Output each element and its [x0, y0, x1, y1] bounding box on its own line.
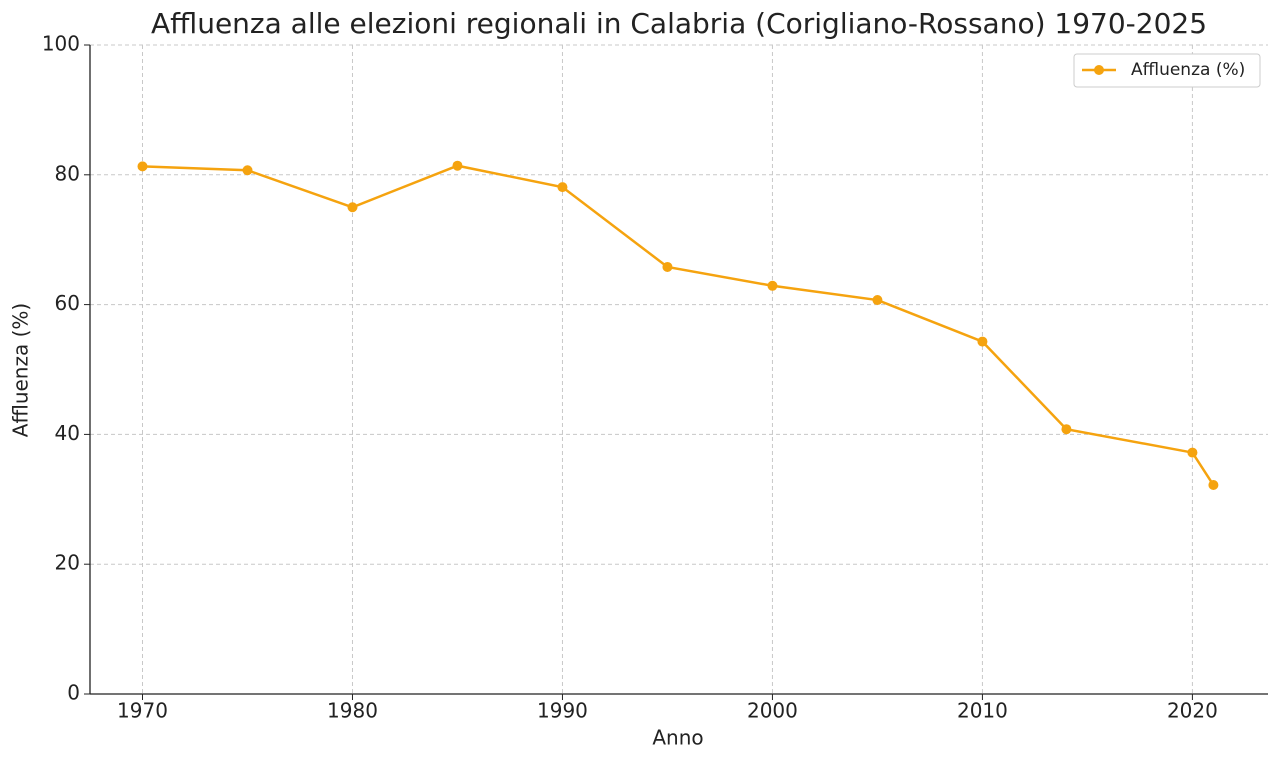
- x-tick-label: 2020: [1167, 699, 1218, 723]
- point: [347, 202, 358, 213]
- point: [242, 165, 253, 176]
- chart-title: Affluenza alle elezioni regionali in Cal…: [151, 7, 1207, 40]
- point: [767, 280, 778, 291]
- point: [662, 261, 673, 272]
- point: [1208, 480, 1219, 491]
- point: [1061, 424, 1072, 435]
- point: [1187, 447, 1198, 458]
- point: [977, 336, 988, 347]
- y-axis-label: Affluenza (%): [9, 303, 33, 437]
- y-tick-label: 60: [55, 291, 80, 315]
- y-tick-label: 0: [67, 681, 80, 705]
- x-tick-label: 1990: [537, 699, 588, 723]
- x-tick-label: 1980: [327, 699, 378, 723]
- point: [452, 160, 463, 171]
- legend-box: [1073, 53, 1261, 88]
- point: [872, 295, 883, 306]
- y-tick-label: 40: [55, 421, 80, 445]
- y-tick-label: 80: [55, 161, 80, 185]
- line: [142, 164, 1215, 486]
- x-axis-label: Anno: [652, 726, 703, 750]
- point: [557, 182, 568, 193]
- x-tick-label: 2010: [957, 699, 1008, 723]
- x-tick-label: 2000: [747, 699, 798, 723]
- x-tick-label: 1970: [117, 699, 168, 723]
- point: [137, 161, 148, 172]
- legend-label: Affluenza (%): [1131, 60, 1245, 80]
- legend-marker: [1094, 65, 1104, 75]
- y-tick-label: 100: [42, 32, 80, 56]
- y-tick-label: 20: [55, 551, 80, 575]
